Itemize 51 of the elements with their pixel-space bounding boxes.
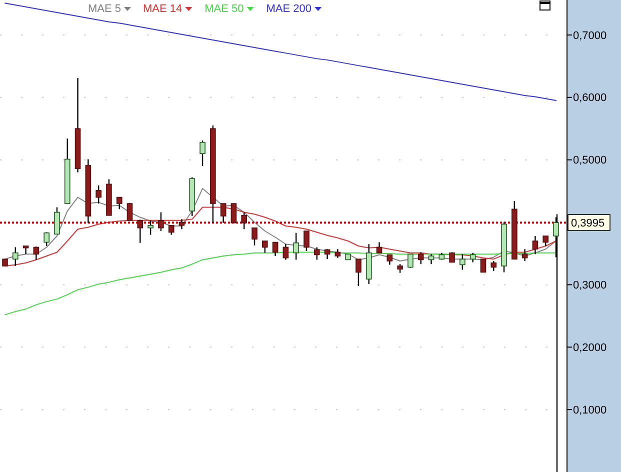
candlestick (460, 254, 466, 270)
candlestick (200, 140, 206, 167)
y-tick-label: 0,7000 (573, 30, 607, 42)
candlestick (522, 248, 528, 262)
candlestick (137, 219, 144, 244)
legend-label: MAE 200 (266, 3, 312, 15)
candlestick (532, 235, 538, 255)
candlestick (126, 202, 133, 221)
candlestick (262, 240, 268, 254)
line-series (4, 2, 556, 102)
candlestick (54, 206, 60, 235)
candlestick (116, 196, 122, 210)
candlestick (480, 258, 486, 273)
candlestick (158, 212, 164, 232)
candlestick (449, 252, 455, 263)
candlestick (324, 248, 330, 260)
candlestick (168, 224, 174, 236)
candlestick (44, 232, 50, 247)
candlestick (178, 218, 185, 230)
y-tick-label: 0,6000 (573, 92, 607, 104)
ref-line-label: 0,3995 (571, 217, 605, 230)
y-tick-label: 0,3000 (573, 280, 607, 292)
candlestick (12, 246, 18, 267)
candlestick (96, 184, 102, 204)
candlestick (314, 246, 320, 260)
y-tick-label: 0,2000 (573, 342, 607, 354)
candlestick (553, 216, 559, 258)
candlestick (220, 202, 226, 224)
y-tick-label: 0,5000 (573, 154, 607, 167)
candlestick (252, 227, 258, 246)
candlestick (470, 252, 476, 263)
candlestick (272, 242, 278, 257)
candlestick (490, 260, 497, 272)
y-tick-label: 0,1000 (573, 404, 607, 416)
candlestick (33, 246, 40, 260)
candlestick (148, 220, 154, 236)
candlestick (376, 242, 382, 254)
candlestick (293, 232, 299, 260)
candlestick (418, 252, 424, 265)
candlestick (304, 230, 310, 252)
legend-label: MAE 50 (204, 3, 244, 15)
candlestick (282, 244, 289, 260)
candlestick (408, 254, 414, 268)
candlestick (542, 235, 549, 247)
candlestick (428, 254, 434, 265)
legend-label: MAE 14 (143, 3, 182, 15)
candlestick (241, 212, 248, 230)
candlestick (230, 203, 237, 224)
candlestick (386, 254, 393, 266)
legend-label: MAE 5 (88, 3, 122, 15)
candlestick (356, 258, 362, 287)
